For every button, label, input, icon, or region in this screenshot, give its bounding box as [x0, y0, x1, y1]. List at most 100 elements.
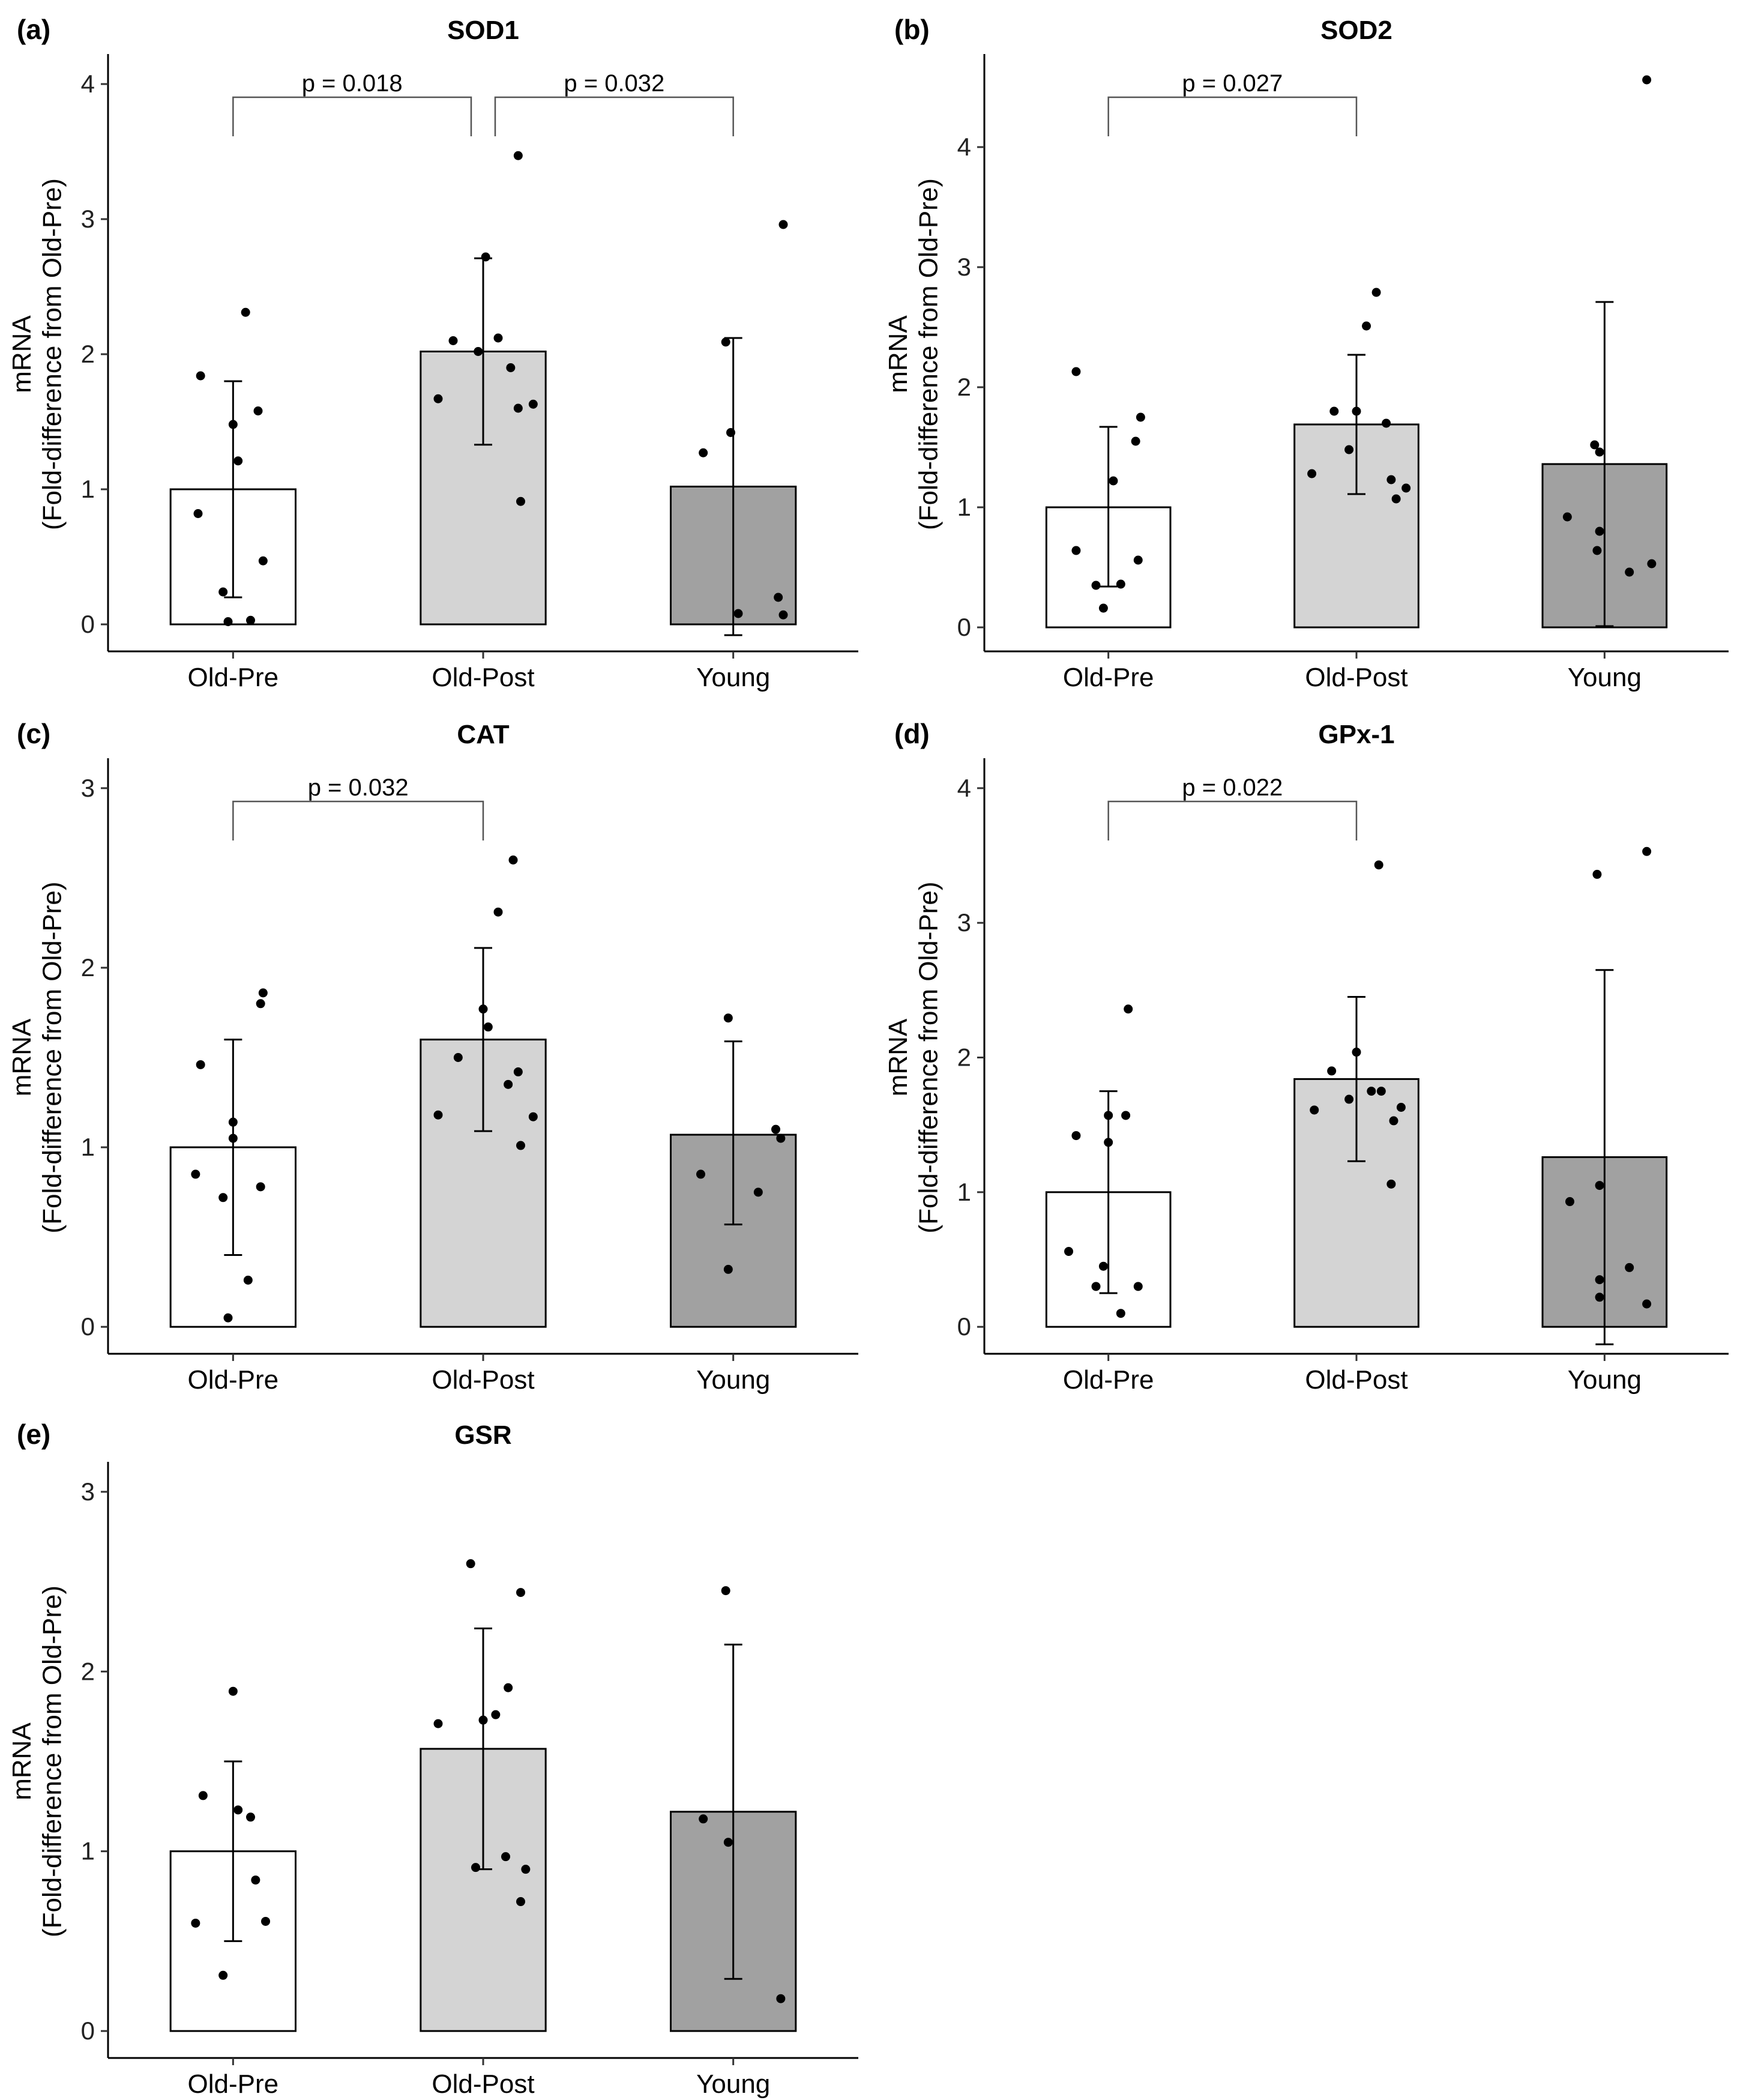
data-point	[256, 1182, 265, 1192]
y-tick-label: 2	[81, 340, 95, 368]
y-tick-label: 3	[81, 1477, 95, 1506]
data-point	[516, 1141, 525, 1150]
data-point	[233, 1805, 243, 1815]
significance-bracket	[232, 96, 472, 136]
data-point	[1091, 581, 1101, 590]
panel-3: (d) GPx-1 mRNA(Fold-difference from Old-Pr…	[884, 718, 1729, 1395]
data-point	[223, 617, 233, 626]
x-tick-label: Old-Post	[432, 663, 534, 692]
data-point	[1307, 469, 1317, 478]
y-tick-label: 3	[957, 908, 971, 937]
data-point	[218, 587, 228, 597]
data-point	[251, 1875, 260, 1885]
data-point	[513, 1067, 523, 1076]
data-point	[776, 1133, 786, 1143]
data-point	[1625, 567, 1634, 577]
y-axis-label-line: (Fold-difference from Old-Pre)	[37, 1586, 67, 1937]
data-point	[513, 151, 523, 160]
data-point	[1104, 1111, 1113, 1120]
p-value-label: p = 0.027	[1182, 70, 1283, 97]
data-point	[193, 509, 203, 518]
significance-bracket	[494, 96, 734, 136]
data-point	[228, 1686, 238, 1696]
data-point	[1376, 1087, 1386, 1096]
data-point	[433, 394, 443, 403]
data-point	[528, 399, 538, 409]
x-tick-label: Old-Post	[432, 2069, 534, 2099]
y-axis-label: mRNA(Fold-difference from Old-Pre)	[884, 881, 944, 1233]
x-tick-label: Young	[1568, 663, 1642, 692]
data-point	[1327, 1066, 1337, 1076]
data-point	[1136, 412, 1145, 422]
data-point	[1352, 406, 1361, 416]
p-value-label: p = 0.022	[1182, 774, 1283, 801]
data-point	[1071, 1131, 1081, 1141]
data-point	[1344, 445, 1354, 454]
y-tick-label: 3	[81, 205, 95, 233]
data-point	[493, 907, 503, 917]
significance-bracket	[1107, 800, 1358, 840]
data-point	[218, 1193, 228, 1202]
data-point	[258, 556, 268, 566]
data-point	[1133, 555, 1143, 565]
data-point	[1116, 1309, 1125, 1318]
data-point	[1595, 447, 1604, 457]
y-tick-label: 0	[81, 610, 95, 638]
p-value-label: p = 0.032	[564, 70, 664, 97]
y-tick-label: 1	[957, 493, 971, 521]
panel-4: (e) GSR mRNA(Fold-difference from Old-Pre)…	[7, 1419, 858, 2099]
y-axis-label-line: mRNA	[7, 1722, 37, 1800]
data-point	[228, 420, 238, 429]
y-axis-label-line: (Fold-difference from Old-Pre)	[37, 178, 67, 530]
data-point	[433, 1719, 443, 1728]
data-point	[721, 1586, 730, 1596]
y-axis-label-line: mRNA	[7, 1018, 37, 1096]
data-point	[1124, 1004, 1133, 1014]
significance-bracket	[232, 800, 484, 840]
data-point	[453, 1053, 463, 1062]
data-point	[1131, 436, 1140, 446]
data-point	[246, 615, 255, 625]
panel-0: (a) SOD1 mRNA(Fold-difference from Old-Pre…	[7, 14, 858, 692]
data-point	[1595, 1275, 1604, 1285]
y-tick-label: 0	[81, 1312, 95, 1341]
data-point	[474, 347, 483, 356]
data-point	[478, 1004, 488, 1014]
x-tick-label: Old-Pre	[1063, 1365, 1154, 1395]
data-point	[228, 1117, 238, 1127]
data-point	[504, 1683, 513, 1692]
data-point	[471, 1863, 480, 1872]
data-point	[721, 337, 730, 347]
y-tick-label: 1	[81, 1837, 95, 1865]
y-axis-label-line: mRNA	[884, 315, 913, 393]
data-point	[1362, 321, 1371, 331]
panel-title: SOD1	[447, 16, 519, 45]
data-point	[1367, 1087, 1376, 1096]
data-point	[1104, 1138, 1113, 1147]
data-point	[733, 609, 743, 618]
data-point	[1592, 869, 1602, 879]
data-point	[1071, 546, 1081, 555]
x-tick-label: Young	[696, 2069, 770, 2099]
x-tick-label: Old-Pre	[188, 663, 279, 692]
panel-title: SOD2	[1320, 16, 1392, 45]
data-point	[261, 1916, 270, 1926]
significance-bracket	[1107, 96, 1358, 136]
data-point	[1396, 1102, 1406, 1112]
data-point	[1071, 367, 1081, 376]
y-tick-label: 3	[81, 774, 95, 802]
data-point	[1116, 579, 1125, 589]
y-tick-label: 2	[957, 1043, 971, 1072]
data-point	[1310, 1105, 1319, 1115]
data-point	[753, 1187, 763, 1197]
y-axis-label-line: (Fold-difference from Old-Pre)	[914, 881, 943, 1233]
data-point	[1386, 475, 1396, 484]
data-point	[699, 1814, 708, 1824]
data-point	[1374, 860, 1383, 870]
y-axis-label: mRNA(Fold-difference from Old-Pre)	[884, 178, 944, 530]
data-point	[253, 406, 263, 415]
data-point	[506, 363, 516, 372]
y-tick-label: 4	[957, 774, 971, 802]
data-point	[483, 1022, 493, 1032]
